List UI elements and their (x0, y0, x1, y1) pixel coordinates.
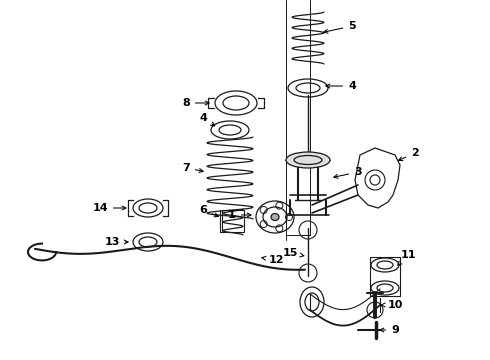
Text: 4: 4 (326, 81, 356, 91)
Text: 6: 6 (199, 205, 219, 217)
Text: 11: 11 (398, 250, 416, 265)
Text: 8: 8 (182, 98, 209, 108)
Text: 3: 3 (334, 167, 362, 178)
Text: 15: 15 (282, 248, 304, 258)
Text: 12: 12 (262, 255, 284, 265)
Ellipse shape (286, 152, 330, 168)
Text: 7: 7 (182, 163, 203, 173)
Text: 9: 9 (380, 325, 399, 335)
Bar (222, 210, 244, 232)
Ellipse shape (271, 213, 279, 220)
Text: 1: 1 (228, 210, 251, 220)
Text: 13: 13 (104, 237, 128, 247)
Text: 5: 5 (324, 21, 356, 33)
Text: 10: 10 (381, 300, 403, 310)
Text: 14: 14 (92, 203, 126, 213)
Text: 4: 4 (199, 113, 215, 126)
Text: 2: 2 (398, 148, 419, 161)
